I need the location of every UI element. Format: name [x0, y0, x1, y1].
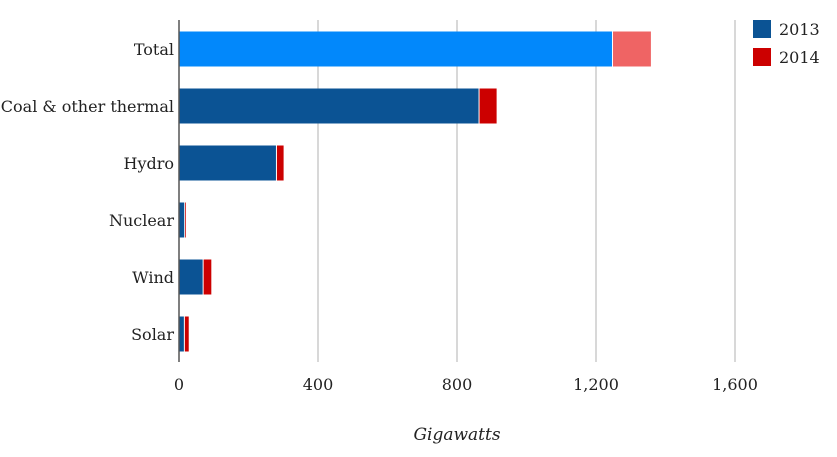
bar-2013 [179, 31, 612, 67]
legend-label: 2014 [779, 48, 820, 67]
bar-2013 [179, 145, 276, 181]
y-tick-label: Wind [132, 268, 174, 287]
bar-2014 [185, 202, 186, 238]
x-tick-label: 1,600 [712, 375, 758, 394]
y-tick-label: Solar [131, 325, 174, 344]
x-tick-label: 0 [174, 375, 184, 394]
x-tick-label: 800 [442, 375, 473, 394]
y-tick-label: Hydro [123, 154, 174, 173]
x-tick-label: 400 [303, 375, 334, 394]
bar-2014 [203, 259, 212, 295]
bar-2014 [184, 316, 189, 352]
bar-2013 [179, 316, 184, 352]
bar-2013 [179, 259, 203, 295]
bar-2013 [179, 202, 185, 238]
y-tick-label: Total [134, 40, 174, 59]
x-axis-label: Gigawatts [413, 425, 500, 445]
legend-swatch-2013 [753, 20, 771, 38]
y-tick-label: Coal & other thermal [1, 97, 174, 116]
bar-2014 [612, 31, 651, 67]
bar-2014 [276, 145, 284, 181]
bar-2014 [479, 88, 497, 124]
y-tick-label: Nuclear [109, 211, 174, 230]
bar-2013 [179, 88, 479, 124]
x-tick-label: 1,200 [573, 375, 619, 394]
legend-label: 2013 [779, 20, 820, 39]
legend-swatch-2014 [753, 48, 771, 66]
